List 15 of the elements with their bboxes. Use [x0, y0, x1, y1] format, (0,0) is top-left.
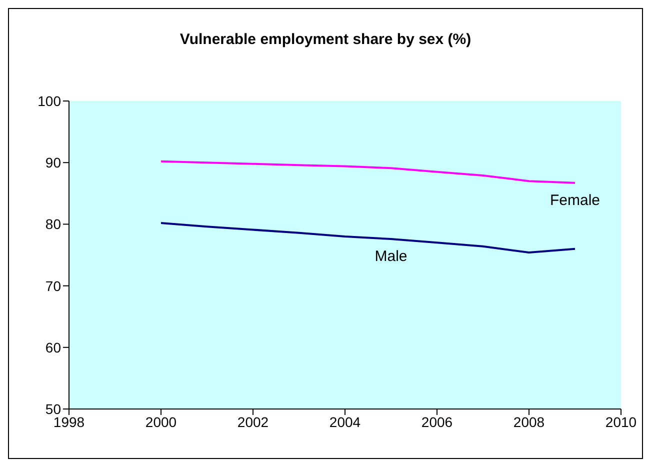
y-tick-label: 70 [45, 278, 62, 294]
x-tick-label: 2000 [145, 414, 177, 430]
series-label: Female [550, 192, 600, 209]
line-series [160, 160, 576, 184]
chart-title: Vulnerable employment share by sex (%) [178, 31, 472, 48]
x-tick-label: 2006 [421, 414, 453, 430]
y-tick-label: 80 [45, 216, 62, 232]
x-tick-label: 2002 [237, 414, 269, 430]
y-tick-label: 90 [45, 154, 62, 171]
x-tick-label: 2008 [513, 414, 545, 430]
y-tick-label: 60 [45, 339, 62, 356]
y-tick-label: 100 [38, 92, 62, 109]
x-tick-label: 2010 [605, 414, 637, 430]
x-tick-label: 2004 [329, 414, 361, 430]
series-label: Male [374, 248, 408, 265]
